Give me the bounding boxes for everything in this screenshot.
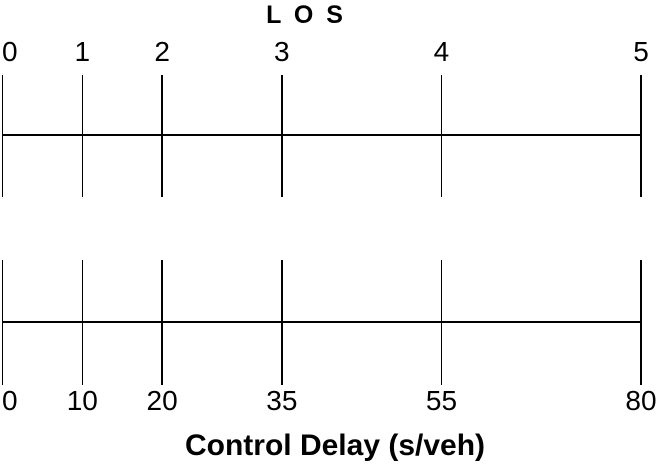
los-scale: [0, 75, 658, 197]
control-delay-scale: [0, 260, 658, 385]
tick-label: 10: [66, 385, 98, 416]
tick-mark: [1, 260, 4, 385]
tick-label: 0: [2, 385, 18, 416]
tick-mark: [161, 75, 163, 197]
tick-label: 35: [266, 385, 298, 416]
tick-mark: [640, 75, 642, 197]
tick-mark: [440, 75, 443, 197]
tick-label: 80: [625, 385, 657, 416]
tick-label: 55: [425, 385, 458, 416]
tick-label: 3: [274, 36, 290, 67]
tick-label: 20: [146, 385, 178, 416]
los-axis-line: [2, 134, 642, 136]
tick-label: 5: [633, 36, 649, 67]
tick-mark: [81, 260, 83, 385]
tick-mark: [1, 75, 4, 197]
control-delay-axis-line: [2, 321, 642, 323]
axis-title-control-delay: Control Delay (s/veh): [184, 429, 486, 462]
los-tick-labels-row: 0 1 2 3 4 5: [0, 37, 658, 67]
tick-label: 1: [74, 36, 91, 67]
tick-mark: [281, 260, 283, 385]
tick-mark: [281, 75, 283, 197]
chart-title-los: L O S: [266, 1, 346, 29]
tick-label: 4: [433, 36, 450, 67]
tick-mark: [640, 260, 642, 385]
tick-mark: [440, 260, 443, 385]
tick-mark: [161, 260, 163, 385]
control-delay-tick-labels-row: 0 10 20 35 55 80: [0, 386, 658, 416]
tick-mark: [81, 75, 83, 197]
tick-label: 0: [2, 36, 18, 67]
tick-label: 2: [154, 36, 170, 67]
